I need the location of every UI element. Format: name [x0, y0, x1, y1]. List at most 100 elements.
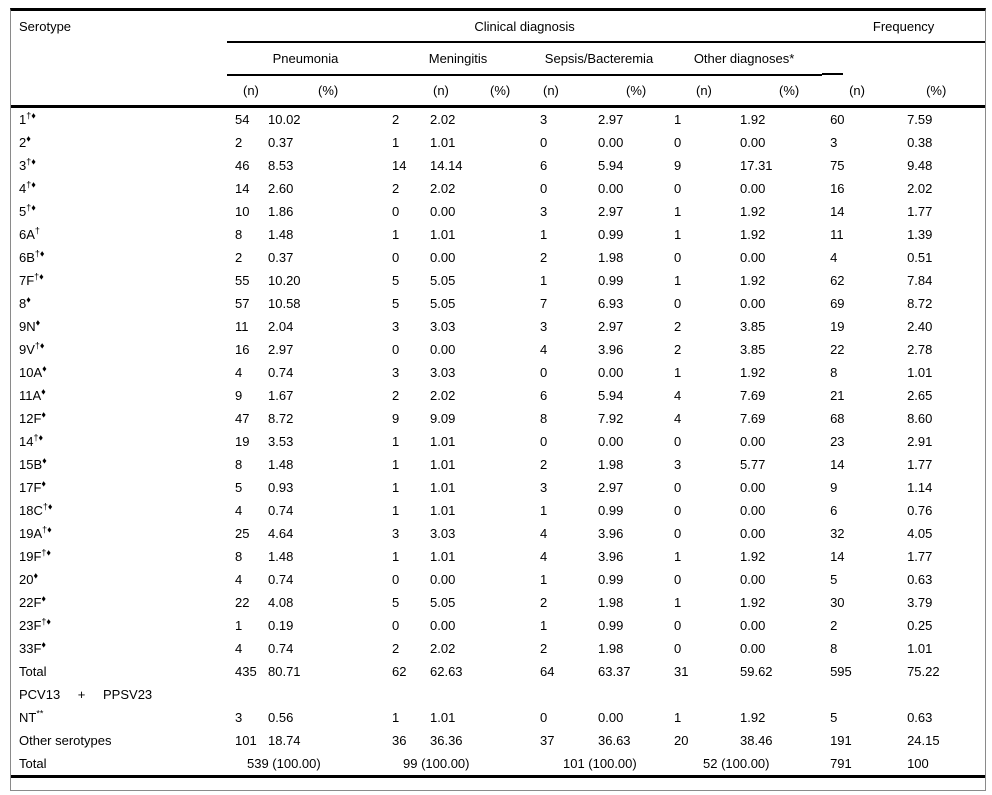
serotype-cell: 4†♦	[19, 179, 36, 196]
value-cell-pct: 2.02	[430, 641, 456, 656]
serotype-cell: 2♦	[19, 133, 31, 150]
value-cell-n: 2	[674, 319, 682, 334]
value-cell-pct: 10.20	[268, 273, 301, 288]
value-cell-n: 8	[235, 227, 243, 242]
serotype-superscript: ♦	[26, 294, 31, 305]
value-cell-pct: 7.69	[740, 411, 766, 426]
value-cell-pct: 2.78	[907, 342, 933, 357]
header-spacer	[11, 42, 227, 75]
table-row: 9N♦ 11 2.04 3 3.03 3 2.97 2 3.85 19 2.40	[11, 315, 985, 338]
header-spacer	[822, 42, 900, 75]
value-cell-pct: 0.99	[598, 227, 624, 242]
serotype-superscript: †♦	[34, 340, 45, 351]
value-cell-pct: 2.91	[907, 434, 933, 449]
merged-total-cell: 539 (100.00)	[227, 752, 384, 778]
serotype-superscript: †♦	[26, 202, 36, 213]
value-cell-pct: 18.74	[268, 733, 301, 748]
value-cell-n: 191	[830, 733, 852, 748]
table-row: NT** 3 0.56 1 1.01 0 0.00 1 1.92 5 0.63	[11, 706, 985, 729]
table-row: 5†♦ 10 1.86 0 0.00 3 2.97 1 1.92 14 1.77	[11, 200, 985, 223]
serotype-superscript: ♦	[41, 639, 46, 650]
value-cell-n: 0	[392, 250, 400, 265]
serotype-cell: 1†♦	[19, 110, 36, 127]
value-cell-n: 1	[674, 549, 682, 564]
value-cell-pct: 1.92	[740, 112, 766, 127]
serotype-cell: 20♦	[19, 570, 39, 587]
value-cell-n: 4	[540, 342, 548, 357]
value-cell-pct: 2.02	[430, 388, 456, 403]
value-cell-pct: 0.99	[598, 273, 624, 288]
value-cell-pct: 0.00	[430, 204, 456, 219]
value-cell-n: 435	[235, 664, 257, 679]
value-cell-pct: 0.51	[907, 250, 933, 265]
value-cell-n: 4	[235, 365, 243, 380]
table-row: 10A♦ 4 0.74 3 3.03 0 0.00 1 1.92 8 1.01	[11, 361, 985, 384]
value-cell-n: 37	[540, 733, 555, 748]
value-cell-n: 36	[392, 733, 407, 748]
value-cell-pct: 80.71	[268, 664, 301, 679]
value-cell-pct: 5.05	[430, 296, 456, 311]
value-cell-n: 0	[674, 572, 682, 587]
value-cell-pct: 0.99	[598, 572, 624, 587]
serotype-superscript: †♦	[41, 547, 52, 558]
value-cell-pct: 8.60	[907, 411, 933, 426]
value-cell-pct: 14.14	[430, 158, 463, 173]
value-cell-n: 3	[674, 457, 682, 472]
header-n: (n)	[384, 75, 449, 108]
value-cell-pct: 2.40	[907, 319, 933, 334]
value-cell-pct: 1.92	[740, 204, 766, 219]
table-row: Other serotypes 101 18.74 36 36.36 37 36.63 20 3…	[11, 729, 985, 752]
serotype-superscript: †	[34, 225, 40, 236]
value-cell-pct: 17.31	[740, 158, 773, 173]
serotype-superscript: †♦	[26, 156, 36, 167]
serotype-superscript: †♦	[34, 271, 44, 282]
value-cell-pct: 0.00	[740, 572, 766, 587]
value-cell-n: 4	[540, 526, 548, 541]
serotype-superscript: ♦	[26, 133, 31, 144]
table-row: 11A♦ 9 1.67 2 2.02 6 5.94 4 7.69 21 2.65	[11, 384, 985, 407]
header-row-groups: Pneumonia Meningitis Sepsis/Bacteremia O…	[11, 42, 985, 76]
value-cell-pct: 1.01	[430, 549, 456, 564]
value-cell-n: 3	[392, 365, 400, 380]
value-cell-n: 75	[830, 158, 845, 173]
value-cell-pct: 1.01	[430, 480, 456, 495]
value-cell-pct: 0.00	[740, 641, 766, 656]
table-row: 22F♦ 22 4.08 5 5.05 2 1.98 1 1.92 30 3.79	[11, 591, 985, 614]
value-cell-n: 3	[540, 480, 548, 495]
header-n: (n)	[822, 75, 900, 108]
value-cell-pct: 3.03	[430, 319, 456, 334]
value-cell-n: 3	[540, 112, 548, 127]
serotype-superscript: ♦	[41, 409, 46, 420]
value-cell-n: 10	[235, 204, 250, 219]
table-frame: Serotype Clinical diagnosis Frequency Pn…	[10, 8, 986, 791]
serotype-cell: 6B†♦	[19, 248, 45, 265]
value-cell-pct: 5.94	[598, 158, 624, 173]
value-cell-n: 0	[674, 434, 682, 449]
value-cell-pct: 1.98	[598, 457, 624, 472]
serotype-cell: 15B♦	[19, 455, 47, 472]
value-cell-pct: 62.63	[430, 664, 463, 679]
header-n: (n)	[532, 75, 590, 108]
header-pct: (%)	[732, 75, 823, 108]
value-cell-pct: 2.02	[907, 181, 933, 196]
header-spacer	[11, 75, 227, 108]
value-cell-n: 2	[540, 595, 548, 610]
value-cell-n: 32	[830, 526, 845, 541]
value-cell-pct: 0.00	[430, 250, 456, 265]
table-row: 7F†♦ 55 10.20 5 5.05 1 0.99 1 1.92 62 7.84	[11, 269, 985, 292]
header-pct: (%)	[260, 75, 384, 108]
value-cell-n: 9	[235, 388, 243, 403]
value-cell-pct: 0.74	[268, 503, 294, 518]
value-cell-n: 1	[540, 503, 548, 518]
value-cell-pct: 2.97	[598, 319, 624, 334]
value-cell-pct: 0.00	[430, 572, 456, 587]
value-cell-n: 14	[830, 549, 845, 564]
value-cell-pct: 0.74	[268, 641, 294, 656]
serotype-cell: Other serotypes	[19, 733, 112, 748]
value-cell-n: 791	[822, 752, 900, 778]
value-cell-n: 1	[392, 457, 400, 472]
value-cell-pct: 3.96	[598, 526, 624, 541]
value-cell-pct: 1.77	[907, 549, 933, 564]
value-cell-n: 0	[392, 572, 400, 587]
serotype-cell: 33F♦	[19, 639, 46, 656]
